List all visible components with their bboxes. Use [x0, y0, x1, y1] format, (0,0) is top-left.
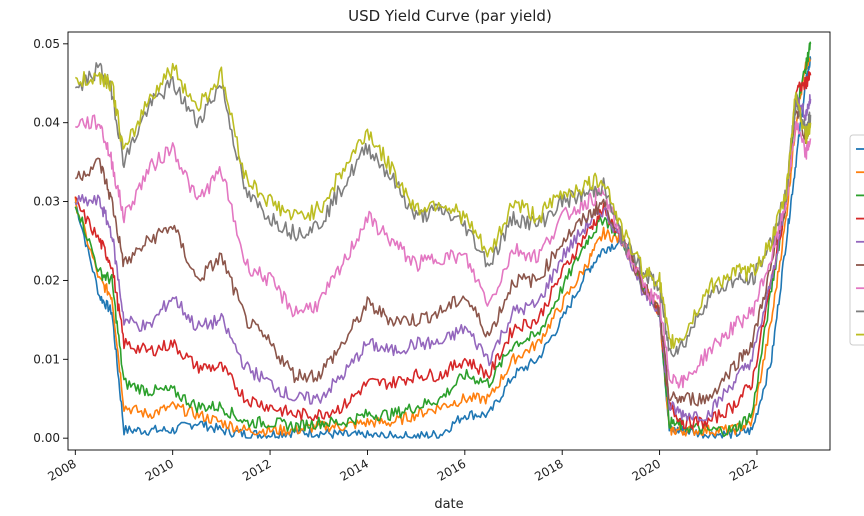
x-tick-label: 2020 — [630, 456, 663, 483]
plot-frame — [67, 31, 831, 451]
y-tick-label: 0.04 — [33, 116, 60, 130]
x-tick-label: 2016 — [435, 456, 468, 483]
y-tick-label: 0.05 — [33, 37, 60, 51]
x-tick-label: 2008 — [45, 456, 78, 483]
x-tick-label: 2022 — [727, 456, 760, 483]
series-line-1 — [74, 56, 812, 439]
y-tick-label: 0.00 — [33, 431, 60, 445]
legend — [849, 134, 864, 346]
y-tick-label: 0.01 — [33, 352, 60, 366]
y-tick-label: 0.03 — [33, 195, 60, 209]
plot-area — [67, 31, 831, 451]
x-axis: 2008 2010 2012 2014 2016 2018 2020 2022 — [45, 450, 760, 484]
y-axis: 0.00 0.01 0.02 0.03 0.04 0.05 — [33, 37, 68, 445]
y-tick-label: 0.02 — [33, 273, 60, 287]
series-line-9 — [74, 62, 812, 350]
x-tick-label: 2018 — [532, 456, 565, 483]
chart-title: USD Yield Curve (par yield) — [348, 7, 552, 25]
x-tick-label: 2010 — [143, 456, 176, 483]
series-line-5 — [75, 94, 812, 422]
series-line-3 — [74, 41, 812, 438]
series-line-4 — [74, 70, 812, 430]
series-layer — [74, 41, 812, 439]
legend-box — [849, 134, 864, 346]
series-line-2 — [74, 57, 812, 437]
series-line-7 — [74, 114, 812, 389]
x-axis-label: date — [434, 497, 463, 512]
series-line-8 — [74, 62, 812, 358]
series-line-6 — [74, 110, 812, 407]
x-tick-label: 2014 — [337, 456, 370, 483]
x-tick-label: 2012 — [240, 456, 273, 483]
